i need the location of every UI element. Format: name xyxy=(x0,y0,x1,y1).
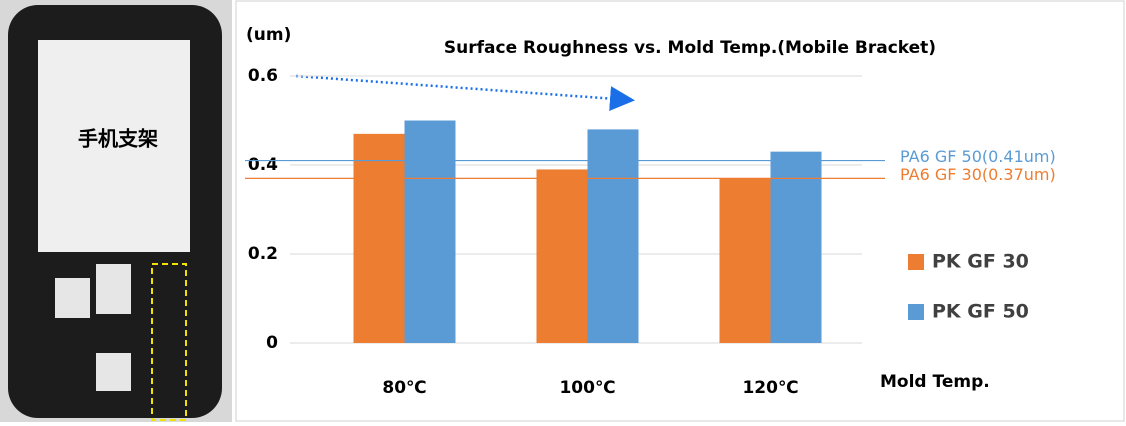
y-axis-label: (um) xyxy=(246,25,291,45)
bracket-hole xyxy=(96,264,131,314)
reference-label: PA6 GF 30(0.37um) xyxy=(900,165,1056,184)
x-axis-label: Mold Temp. xyxy=(880,372,990,392)
bar xyxy=(587,129,639,343)
photo-label: 手机支架 xyxy=(78,127,158,151)
y-tick-label: 0.2 xyxy=(248,244,278,264)
bar xyxy=(353,133,405,343)
bar xyxy=(404,120,456,343)
legend-swatch xyxy=(908,254,924,270)
legend-label: PK GF 50 xyxy=(932,301,1029,323)
y-tick-label: 0 xyxy=(266,333,278,353)
bar xyxy=(770,151,822,343)
highlight-box xyxy=(151,263,187,421)
legend-swatch xyxy=(908,304,924,320)
x-tick-label: 120℃ xyxy=(742,378,798,398)
bar xyxy=(536,169,588,343)
bracket-hole xyxy=(96,353,131,391)
bracket-window xyxy=(38,40,190,252)
chart-title: Surface Roughness vs. Mold Temp.(Mobile … xyxy=(444,38,936,58)
trend-arrow xyxy=(295,74,635,112)
legend-label: PK GF 30 xyxy=(932,251,1029,273)
y-tick-label: 0.4 xyxy=(248,155,278,175)
bar xyxy=(719,178,771,343)
x-tick-label: 80℃ xyxy=(382,378,426,398)
reference-label: PA6 GF 50(0.41um) xyxy=(900,147,1056,166)
y-tick-label: 0.6 xyxy=(248,66,278,86)
x-tick-label: 100℃ xyxy=(559,378,615,398)
bracket-hole xyxy=(55,278,90,318)
